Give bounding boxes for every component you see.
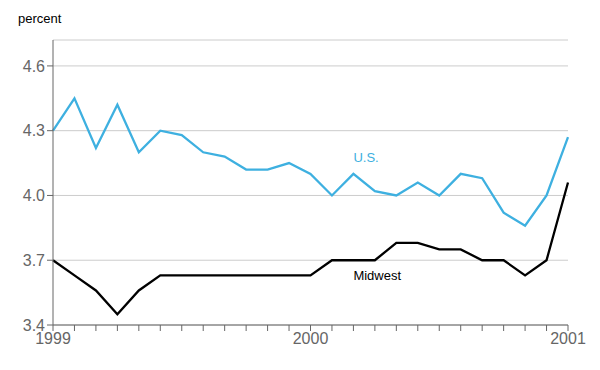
svg-text:Midwest: Midwest (353, 268, 401, 283)
svg-text:4.6: 4.6 (23, 58, 45, 75)
svg-text:1999: 1999 (35, 330, 71, 348)
svg-text:4.0: 4.0 (23, 187, 45, 204)
html-text:percent: percent (18, 11, 62, 26)
svg-text:3.4: 3.4 (23, 317, 45, 334)
svg-text:3.7: 3.7 (23, 252, 45, 269)
svg-text:4.3: 4.3 (23, 122, 45, 139)
svg-text:U.S.: U.S. (353, 150, 378, 165)
svg-text:2001: 2001 (550, 330, 586, 347)
svg-text:2000: 2000 (293, 330, 329, 347)
